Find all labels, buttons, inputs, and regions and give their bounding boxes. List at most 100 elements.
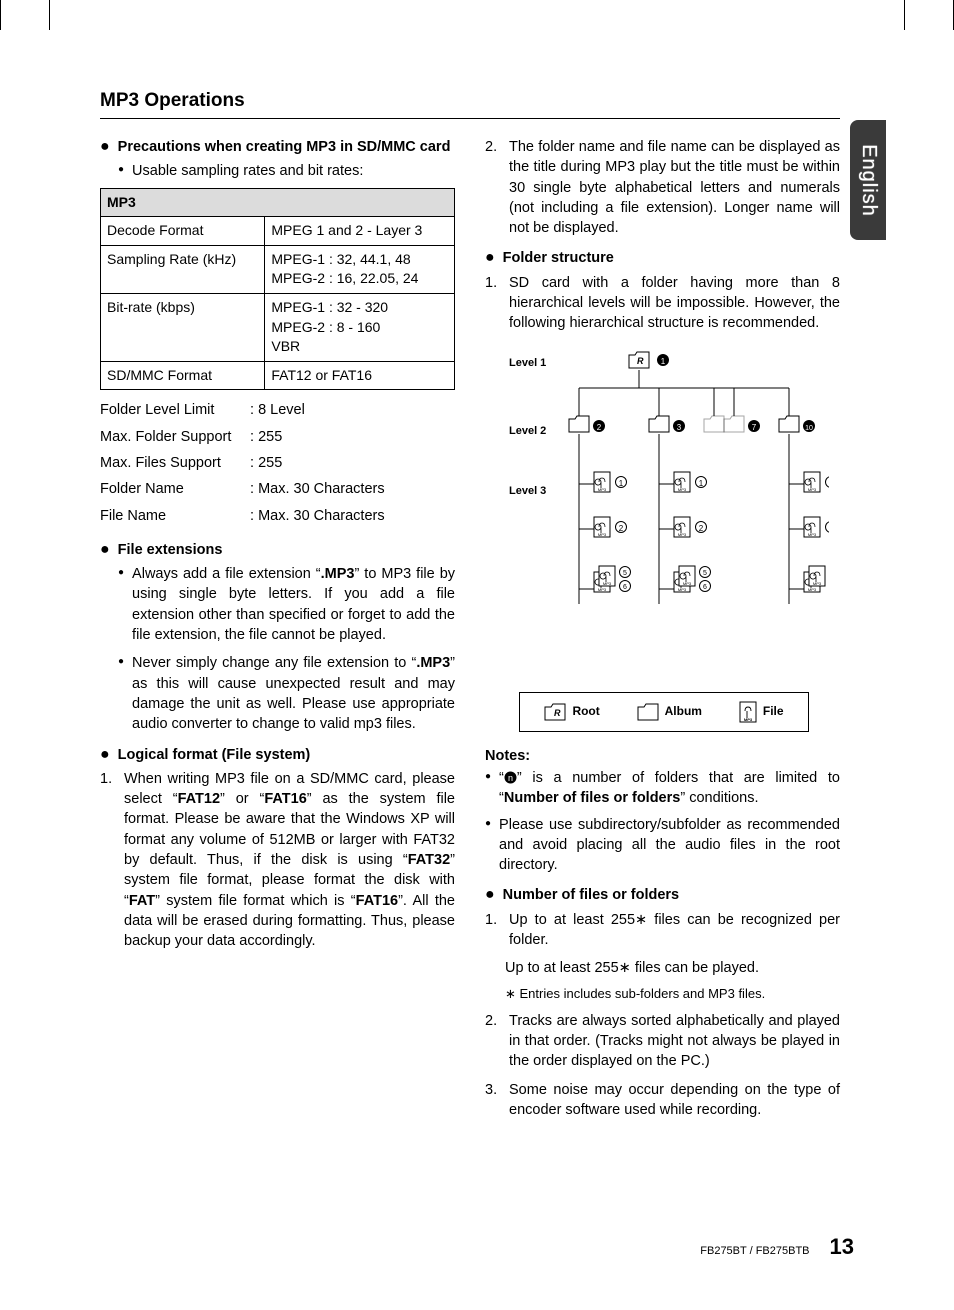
note-2: ● Please use subdirectory/subfolder as r… (485, 815, 840, 876)
svg-text:1: 1 (699, 479, 704, 488)
note-2-text: Please use subdirectory/subfolder as rec… (499, 815, 840, 876)
spec-value: 255 (250, 453, 282, 473)
spec-list: Folder Level Limit8 Level Max. Folder Su… (100, 400, 455, 525)
num-files-item-3: 3. Some noise may occur depending on the… (485, 1080, 840, 1121)
spec-value: 255 (250, 427, 282, 447)
spec-value: Max. 30 Characters (250, 506, 385, 526)
svg-text:6: 6 (703, 584, 707, 591)
sampling-rates-intro: ● Usable sampling rates and bit rates: (118, 161, 455, 181)
folder-structure-item-1: 1. SD card with a folder having more tha… (485, 273, 840, 334)
page-title: MP3 Operations (100, 90, 840, 119)
table-row: Bit-rate (kbps) MPEG-1 : 32 - 320 MPEG-2… (101, 293, 455, 361)
crop-marks (0, 0, 954, 30)
diagram-svg: MP3 R 1 (509, 344, 829, 634)
num-files-item-1: 1. Up to at least 255∗ files can be reco… (485, 910, 840, 951)
bullet-icon: ● (100, 540, 110, 559)
bullet-icon: ● (485, 768, 491, 809)
right-item-2-text: The folder name and file name can be dis… (509, 137, 840, 238)
legend-root-label: Root (572, 703, 599, 720)
spec-key: Max. Folder Support (100, 427, 250, 447)
left-column: ● Precautions when creating MP3 in SD/MM… (100, 137, 455, 1128)
legend-root: R Root (544, 703, 599, 721)
heading-logical-format-text: Logical format (File system) (118, 745, 311, 765)
svg-text:3: 3 (677, 423, 682, 432)
spec-row: Folder NameMax. 30 Characters (100, 479, 455, 499)
folder-diagram: Level 1 Level 2 Level 3 MP3 (509, 344, 829, 684)
num-files-item-2: 2. Tracks are always sorted alphabetical… (485, 1011, 840, 1072)
spec-value: 8 Level (250, 400, 305, 420)
svg-text:1: 1 (619, 479, 624, 488)
svg-text:R: R (554, 708, 561, 718)
svg-text:10: 10 (805, 425, 813, 432)
notes-heading: Notes: (485, 746, 840, 766)
item-number: 2. (485, 1011, 503, 1072)
heading-folder-structure: ● Folder structure (485, 248, 840, 268)
item-number: 1. (485, 910, 503, 951)
svg-text:2: 2 (619, 524, 624, 533)
page-footer: FB275BT / FB275BTB 13 (700, 1234, 854, 1260)
table-header: MP3 (101, 188, 455, 217)
right-column: 2. The folder name and file name can be … (485, 137, 840, 1128)
spec-row: Max. Files Support255 (100, 453, 455, 473)
spec-key: File Name (100, 506, 250, 526)
svg-text:1: 1 (661, 357, 666, 366)
svg-text:5: 5 (623, 570, 627, 577)
num-files-star: ∗ Entries includes sub-folders and MP3 f… (505, 985, 840, 1003)
content-columns: ● Precautions when creating MP3 in SD/MM… (100, 137, 840, 1128)
heading-precautions-text: Precautions when creating MP3 in SD/MMC … (118, 137, 451, 157)
bullet-icon: ● (485, 248, 495, 267)
item-number: 3. (485, 1080, 503, 1121)
heading-file-ext-text: File extensions (118, 540, 223, 560)
num-files-3-text: Some noise may occur depending on the ty… (509, 1080, 840, 1121)
legend-file: MP3 File (739, 701, 784, 723)
item-number: 2. (485, 137, 503, 238)
file-ext-item-2: ● Never simply change any file extension… (118, 653, 455, 734)
svg-text:R: R (637, 356, 644, 366)
heading-num-files-text: Number of files or folders (503, 885, 679, 905)
legend-file-label: File (763, 703, 784, 720)
svg-text:2: 2 (597, 423, 602, 432)
table-cell: MPEG-1 : 32 - 320 MPEG-2 : 8 - 160 VBR (265, 293, 455, 361)
table-cell: Bit-rate (kbps) (101, 293, 265, 361)
bullet-icon: ● (118, 564, 124, 645)
spec-row: Folder Level Limit8 Level (100, 400, 455, 420)
spec-value: Max. 30 Characters (250, 479, 385, 499)
table-cell: SD/MMC Format (101, 361, 265, 390)
note-1-text: “n” is a number of folders that are limi… (499, 768, 840, 809)
bullet-icon: ● (118, 161, 124, 181)
bullet-icon: ● (100, 137, 110, 156)
spec-key: Folder Level Limit (100, 400, 250, 420)
bullet-icon: ● (118, 653, 124, 734)
heading-file-ext: ● File extensions (100, 540, 455, 560)
table-row: SD/MMC Format FAT12 or FAT16 (101, 361, 455, 390)
logical-format-item-1: 1. When writing MP3 file on a SD/MMC car… (100, 769, 455, 952)
svg-text:7: 7 (752, 423, 757, 432)
table-cell: MPEG-1 : 32, 44.1, 48 MPEG-2 : 16, 22.05… (265, 245, 455, 293)
table-cell: Decode Format (101, 217, 265, 246)
heading-folder-structure-text: Folder structure (503, 248, 614, 268)
item-number: 1. (100, 769, 118, 952)
legend-album: Album (637, 703, 702, 721)
note-1: ● “n” is a number of folders that are li… (485, 768, 840, 809)
heading-num-files: ● Number of files or folders (485, 885, 840, 905)
table-cell: Sampling Rate (kHz) (101, 245, 265, 293)
table-row: Sampling Rate (kHz) MPEG-1 : 32, 44.1, 4… (101, 245, 455, 293)
svg-text:5: 5 (703, 570, 707, 577)
spec-key: Folder Name (100, 479, 250, 499)
svg-text:n: n (508, 773, 513, 783)
spec-row: File NameMax. 30 Characters (100, 506, 455, 526)
file-ext-text: Always add a file extension “.MP3” to MP… (132, 564, 455, 645)
folder-structure-text: SD card with a folder having more than 8… (509, 273, 840, 334)
table-cell: FAT12 or FAT16 (265, 361, 455, 390)
heading-precautions: ● Precautions when creating MP3 in SD/MM… (100, 137, 455, 157)
spec-row: Max. Folder Support255 (100, 427, 455, 447)
right-item-2: 2. The folder name and file name can be … (485, 137, 840, 238)
item-number: 1. (485, 273, 503, 334)
file-ext-item-1: ● Always add a file extension “.MP3” to … (118, 564, 455, 645)
mp3-spec-table: MP3 Decode Format MPEG 1 and 2 - Layer 3… (100, 188, 455, 391)
diagram-legend: R Root Album MP3 File (519, 692, 809, 732)
footer-model: FB275BT / FB275BTB (700, 1245, 809, 1257)
legend-album-label: Album (665, 703, 702, 720)
table-cell: MPEG 1 and 2 - Layer 3 (265, 217, 455, 246)
page-number: 13 (830, 1234, 854, 1260)
